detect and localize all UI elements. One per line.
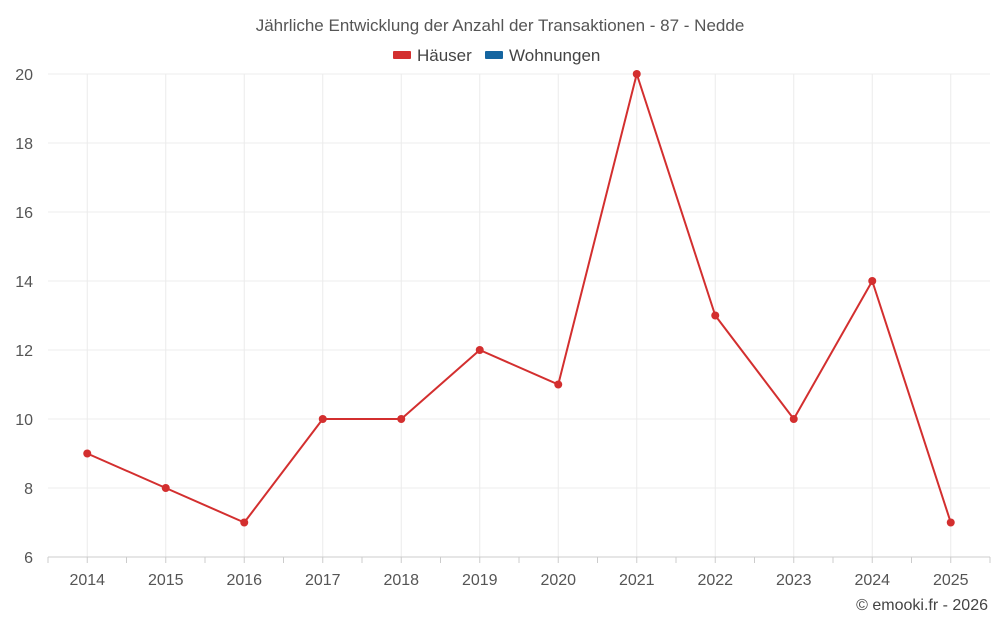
x-tick-label: 2019 (462, 572, 498, 589)
legend-swatch-wohnungen (485, 51, 503, 59)
x-tick-label: 2024 (854, 572, 890, 589)
y-tick-label: 6 (24, 550, 33, 567)
legend-label-haeuser: Häuser (417, 46, 472, 65)
series-line-0 (86, 73, 952, 524)
x-tick-label: 2018 (383, 572, 419, 589)
data-point[interactable] (475, 346, 484, 354)
x-tick-label: 2025 (933, 572, 969, 589)
y-tick-label: 12 (15, 343, 33, 360)
x-tick-label: 2016 (226, 572, 262, 589)
legend-swatch-haeuser (393, 51, 411, 59)
y-tick-label: 18 (15, 136, 33, 153)
y-tick-label: 8 (24, 481, 33, 498)
x-tick-label: 2022 (697, 572, 733, 589)
y-tick-label: 10 (15, 412, 33, 429)
x-tick-label: 2020 (540, 572, 576, 589)
data-point[interactable] (711, 311, 720, 320)
data-point[interactable] (318, 415, 327, 423)
credit-text: © emooki.fr - 2026 (856, 597, 988, 614)
data-point[interactable] (161, 484, 170, 492)
legend-label-wohnungen: Wohnungen (509, 46, 600, 65)
x-tick-label: 2017 (305, 572, 341, 589)
grid (48, 73, 990, 557)
y-tick-label: 16 (15, 205, 33, 222)
data-point[interactable] (632, 70, 641, 78)
x-tick-label: 2021 (619, 572, 655, 589)
y-tick-label: 14 (15, 274, 33, 291)
x-tick-label: 2014 (69, 572, 105, 589)
x-tick-label: 2015 (148, 572, 184, 589)
data-point[interactable] (554, 380, 563, 389)
legend-item-haeuser[interactable]: Häuser (393, 46, 472, 65)
data-point[interactable] (83, 449, 92, 458)
x-tick-label: 2023 (776, 572, 812, 589)
chart-title: Jährliche Entwicklung der Anzahl der Tra… (256, 16, 745, 35)
data-point[interactable] (240, 518, 249, 527)
y-tick-label: 20 (15, 67, 33, 84)
data-point[interactable] (946, 518, 955, 527)
legend-item-wohnungen[interactable]: Wohnungen (485, 46, 600, 65)
axes: 6 8 10 12 14 16 18 20 2014 2015 2016 2017 2018 2019 20… (15, 67, 991, 589)
data-point[interactable] (868, 277, 877, 285)
data-point[interactable] (397, 415, 406, 423)
data-point[interactable] (789, 415, 798, 423)
legend: Häuser Wohnungen (393, 46, 600, 65)
series-layer (83, 70, 955, 527)
